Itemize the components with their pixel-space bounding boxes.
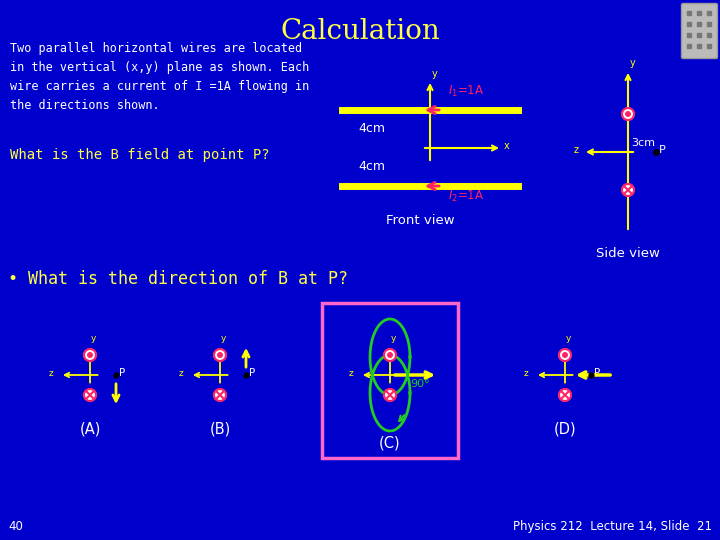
Text: Calculation: Calculation: [280, 18, 440, 45]
Text: $I_2$=1A: $I_2$=1A: [448, 189, 485, 204]
Text: P: P: [594, 368, 600, 378]
Text: z: z: [574, 145, 579, 155]
Text: (A): (A): [79, 421, 101, 436]
Text: (C): (C): [379, 435, 401, 450]
Text: • What is the direction of B at P?: • What is the direction of B at P?: [8, 270, 348, 288]
Text: (B): (B): [210, 421, 230, 436]
Text: z: z: [48, 369, 53, 378]
Text: 40: 40: [8, 520, 23, 533]
Circle shape: [384, 349, 396, 361]
Text: Side view: Side view: [596, 247, 660, 260]
Text: 90°: 90°: [410, 379, 430, 389]
Circle shape: [214, 389, 226, 401]
Circle shape: [559, 389, 571, 401]
Text: 3cm: 3cm: [631, 138, 655, 148]
Circle shape: [84, 349, 96, 361]
Circle shape: [384, 389, 396, 401]
Text: y: y: [391, 334, 397, 343]
Circle shape: [217, 353, 222, 357]
Text: $I_1$=1A: $I_1$=1A: [448, 84, 485, 99]
Circle shape: [84, 389, 96, 401]
Text: z: z: [348, 369, 353, 378]
Text: y: y: [630, 58, 636, 68]
Text: 4cm: 4cm: [358, 123, 385, 136]
Text: Two parallel horizontal wires are located
in the vertical (x,y) plane as shown. : Two parallel horizontal wires are locate…: [10, 42, 310, 112]
Circle shape: [559, 349, 571, 361]
Text: x: x: [504, 141, 510, 151]
Text: y: y: [432, 69, 438, 79]
Circle shape: [626, 112, 630, 116]
Circle shape: [563, 353, 567, 357]
Text: What is the B field at point P?: What is the B field at point P?: [10, 148, 269, 162]
Circle shape: [388, 353, 392, 357]
Text: y: y: [566, 334, 572, 343]
Circle shape: [88, 353, 92, 357]
Circle shape: [622, 184, 634, 196]
Text: P: P: [249, 368, 256, 378]
FancyBboxPatch shape: [682, 3, 718, 58]
Circle shape: [622, 108, 634, 120]
Text: y: y: [91, 334, 96, 343]
Text: z: z: [179, 369, 183, 378]
Text: Front view: Front view: [386, 214, 454, 227]
Text: 4cm: 4cm: [358, 160, 385, 173]
Text: Physics 212  Lecture 14, Slide  21: Physics 212 Lecture 14, Slide 21: [513, 520, 712, 533]
Circle shape: [214, 349, 226, 361]
Text: P: P: [659, 145, 666, 155]
Text: (D): (D): [554, 421, 576, 436]
Text: P: P: [119, 368, 125, 378]
Text: z: z: [523, 369, 528, 378]
Text: y: y: [221, 334, 226, 343]
